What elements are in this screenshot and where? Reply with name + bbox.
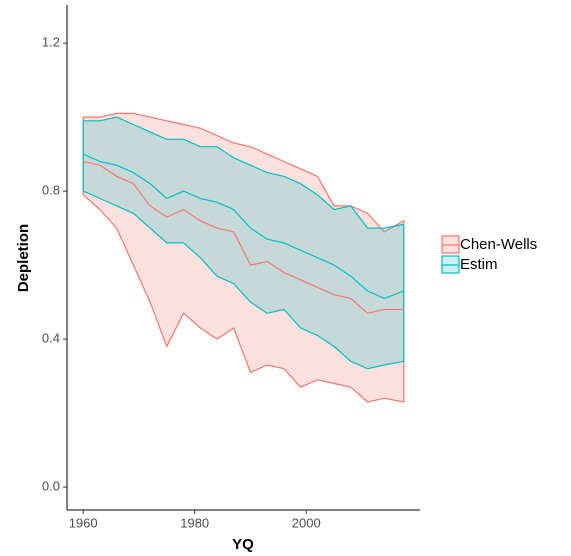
- legend-label: Chen-Wells: [460, 236, 537, 253]
- y-tick-label: 0.0: [42, 478, 60, 493]
- median-line: [82, 153, 405, 299]
- y-tick-label: 0.8: [42, 183, 60, 198]
- x-tick-label: 2000: [292, 515, 321, 530]
- ribbon: [82, 112, 405, 403]
- ribbon: [82, 116, 405, 370]
- x-tick-label: 1980: [180, 515, 209, 530]
- y-tick-label: 1.2: [42, 35, 60, 50]
- y-tick-label: 0.4: [42, 331, 60, 346]
- legend-label: Estim: [460, 256, 498, 273]
- x-axis-title: YQ: [232, 536, 254, 553]
- y-axis-title: Depletion: [15, 224, 32, 292]
- median-line: [83, 160, 404, 314]
- x-tick-label: 1960: [69, 515, 98, 530]
